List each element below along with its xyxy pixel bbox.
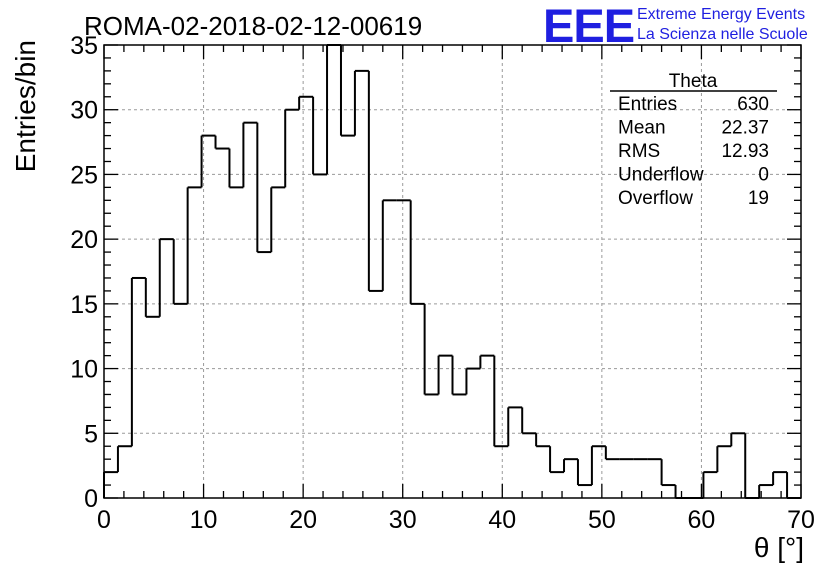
stats-value: 630 <box>737 94 769 115</box>
y-tick-label: 20 <box>70 226 98 254</box>
logo-line-1: Extreme Energy Events <box>637 6 805 23</box>
y-tick-label: 0 <box>84 485 98 513</box>
statistics-box: Theta Entries 630 Mean 22.37 RMS 12.93 Underfl… <box>610 71 777 209</box>
eee-logo-mark: EEE <box>543 0 634 52</box>
tick-labels: 0 10 20 30 40 50 60 70 0 5 10 15 20 25 30 35 <box>70 32 815 534</box>
stats-value: 22.37 <box>721 118 769 139</box>
axes <box>103 44 802 499</box>
stats-value: 0 <box>758 165 769 186</box>
chart-title: ROMA-02-2018-02-12-00619 <box>84 11 422 41</box>
stats-label: Mean <box>618 118 666 139</box>
y-tick-label: 5 <box>84 420 98 448</box>
y-axis-title: Entries/bin <box>10 40 41 172</box>
eee-logo: EEE Extreme Energy Events La Scienza nel… <box>543 0 808 52</box>
x-tick-label: 10 <box>190 506 218 534</box>
y-tick-label: 25 <box>70 161 98 189</box>
stats-label: Overflow <box>618 188 693 209</box>
logo-line-2: La Scienza nelle Scuole <box>637 26 808 43</box>
x-tick-label: 20 <box>289 506 317 534</box>
x-tick-label: 30 <box>389 506 417 534</box>
x-tick-label: 50 <box>588 506 616 534</box>
y-tick-label: 30 <box>70 97 98 125</box>
axis-ticks <box>103 44 802 499</box>
stats-value: 19 <box>748 188 769 209</box>
x-tick-label: 70 <box>787 506 815 534</box>
histogram-bars <box>103 44 801 499</box>
x-tick-label: 0 <box>97 506 111 534</box>
stats-value: 12.93 <box>721 141 769 162</box>
y-tick-label: 35 <box>70 32 98 60</box>
stats-rows: Entries 630 Mean 22.37 RMS 12.93 Underflow 0 Ove… <box>618 94 769 209</box>
y-tick-label: 15 <box>70 291 98 319</box>
x-tick-label: 60 <box>688 506 716 534</box>
stats-label: Entries <box>618 94 677 115</box>
x-axis-title: θ [°] <box>754 532 804 563</box>
stats-label: Underflow <box>618 165 704 186</box>
stats-title: Theta <box>669 71 718 92</box>
y-tick-label: 10 <box>70 356 98 384</box>
x-tick-label: 40 <box>488 506 516 534</box>
plot-frame <box>103 44 802 499</box>
stats-label: RMS <box>618 141 660 162</box>
